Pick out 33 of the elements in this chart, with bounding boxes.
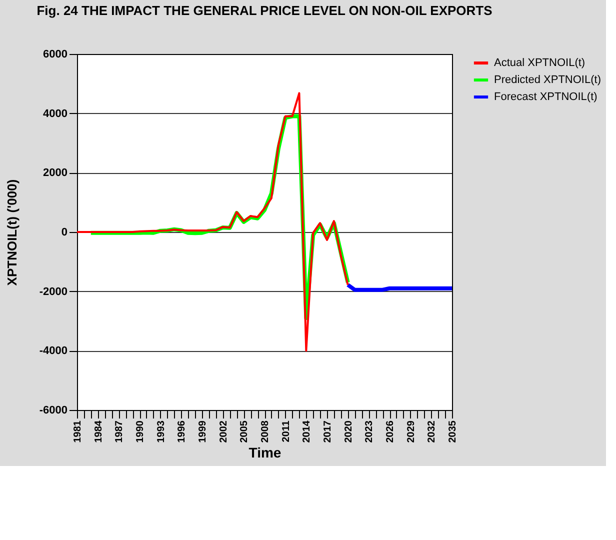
- x-tick-label: 2005: [239, 420, 250, 443]
- x-tick-label: 1996: [176, 420, 188, 443]
- chart-title: Fig. 24 THE IMPACT THE GENERAL PRICE LEVEL ON NON-OIL EXPORTS: [36, 3, 493, 18]
- x-tick-label: 2002: [218, 420, 230, 443]
- y-tick-label: 2000: [43, 167, 68, 180]
- x-axis-title: Time: [248, 444, 282, 461]
- x-tick-label: 1987: [114, 420, 126, 443]
- legend-label: Predicted XPTNOIL(t): [494, 74, 601, 86]
- y-tick-label: 0: [61, 226, 68, 238]
- x-tick-label: 2011: [280, 420, 292, 442]
- x-tick-label: 1999: [198, 420, 208, 443]
- x-tick-label: 1993: [156, 420, 167, 443]
- x-tick-label: 1990: [135, 420, 146, 443]
- legend-label: Actual XPTNOIL(t): [494, 57, 586, 69]
- line-series: [76, 92, 349, 352]
- x-tick-label: 2008: [260, 420, 271, 443]
- x-tick-label: 2020: [343, 420, 354, 443]
- y-tick-label: -2000: [39, 286, 68, 298]
- y-tick-label: -6000: [39, 404, 68, 416]
- legend-label: Forecast XPTNOIL(t): [494, 91, 598, 103]
- y-tick-label: -4000: [39, 345, 68, 358]
- x-tick-label: 2014: [302, 420, 313, 443]
- x-tick-label: 2029: [406, 420, 417, 443]
- x-tick-label: 2035: [448, 420, 458, 443]
- x-tick-label: 1984: [93, 420, 104, 443]
- y-axis-title: XPTNOIL(t) ('000): [4, 179, 20, 286]
- x-tick-label: 2017: [322, 420, 334, 443]
- x-tick-label: 2026: [385, 420, 396, 443]
- x-tick-label: 2032: [426, 420, 438, 443]
- y-tick-label: 4000: [43, 108, 68, 120]
- x-tick-label: 2023: [364, 420, 376, 443]
- x-tick-label: 1981: [72, 420, 84, 443]
- y-tick-label: 6000: [43, 48, 68, 60]
